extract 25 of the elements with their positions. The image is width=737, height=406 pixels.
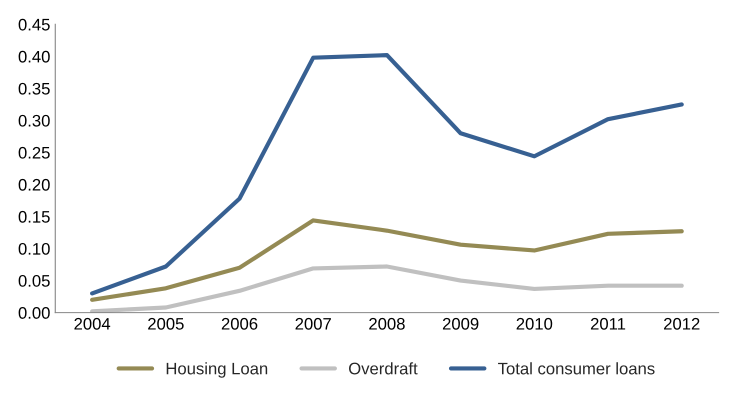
legend-label: Total consumer loans bbox=[498, 362, 655, 374]
x-tick-label: 2010 bbox=[516, 318, 552, 330]
y-tick-label: 0.35 bbox=[18, 82, 50, 95]
x-tick-label: 2004 bbox=[74, 318, 110, 330]
legend-label: Housing Loan bbox=[166, 362, 268, 378]
x-tick-label: 2006 bbox=[222, 318, 258, 330]
x-tick-label: 2011 bbox=[590, 318, 626, 330]
y-tick-label: 0.25 bbox=[18, 146, 50, 159]
line-series bbox=[90, 218, 684, 302]
x-tick-label: 2007 bbox=[296, 318, 331, 330]
x-tick-label: 2005 bbox=[148, 318, 184, 330]
line-series bbox=[90, 53, 684, 296]
y-tick-label: 0.15 bbox=[18, 210, 50, 223]
y-tick-label: 0.45 bbox=[18, 18, 50, 31]
legend-label: Overdraft bbox=[349, 362, 418, 374]
y-tick-label: 0.05 bbox=[18, 274, 50, 287]
y-tick-label: 0.20 bbox=[18, 178, 50, 191]
y-tick-label: 0.10 bbox=[18, 242, 50, 255]
y-tick-label: 0.30 bbox=[18, 114, 50, 127]
x-tick-label: 2009 bbox=[442, 318, 478, 330]
y-tick-label: 0.40 bbox=[18, 50, 50, 63]
line-series bbox=[90, 264, 684, 313]
x-tick-label: 2008 bbox=[369, 318, 405, 330]
x-tick-label: 2012 bbox=[664, 318, 700, 330]
y-tick-label: 0.00 bbox=[18, 307, 50, 319]
